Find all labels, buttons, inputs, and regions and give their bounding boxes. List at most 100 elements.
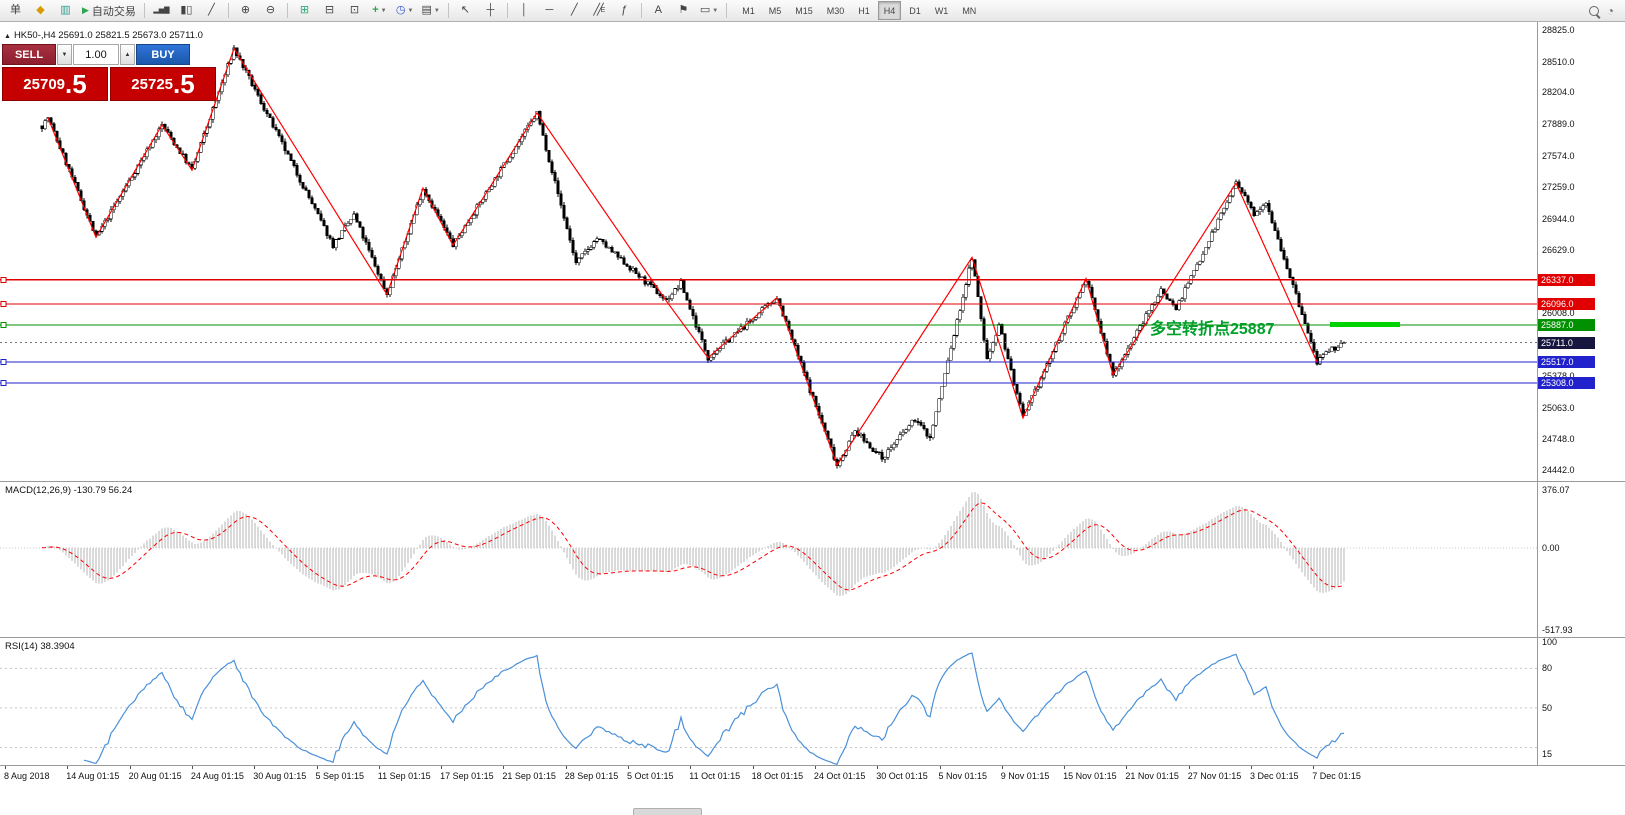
buy-price-frac: .5 xyxy=(173,69,195,99)
rsi-label: RSI(14) 38.3904 xyxy=(5,641,75,652)
axis-tick: 0.00 xyxy=(1542,542,1560,553)
zoom-out-button[interactable]: ⊖ xyxy=(259,1,282,21)
time-label: 18 Oct 01:15 xyxy=(751,771,804,781)
chart-bars-button[interactable]: ▂▅▇ xyxy=(150,1,173,21)
chart-candles-button[interactable]: ▮▯ xyxy=(175,1,198,21)
rsi-axis: 100 80 50 15 xyxy=(1537,638,1625,765)
volume-input[interactable]: 1.00 xyxy=(73,44,119,65)
time-axis: 8 Aug 2018 14 Aug 01:15 20 Aug 01:15 24 Aug… xyxy=(0,765,1625,785)
volume-increase-button[interactable]: ▲ xyxy=(120,44,135,65)
trendline-button[interactable]: ╱ xyxy=(563,1,586,21)
tile-windows-button[interactable]: ⊞ xyxy=(293,1,316,21)
channel-button[interactable]: ╱╱ E xyxy=(588,1,611,21)
time-tick xyxy=(814,766,816,769)
new-chart-button[interactable]: ◆ xyxy=(29,1,52,21)
axis-tick: 27574.0 xyxy=(1542,150,1575,161)
time-tick xyxy=(5,766,6,769)
chart-info-line: ▲ HK50-,H4 25691.0 25821.5 25673.0 25711.… xyxy=(4,30,203,41)
profiles-button[interactable]: ▥ xyxy=(54,1,77,21)
time-tick xyxy=(1064,766,1066,769)
buy-button[interactable]: BUY xyxy=(136,44,190,65)
time-label: 3 Dec 01:15 xyxy=(1250,771,1299,781)
time-tick xyxy=(378,766,380,769)
timeframe-m5[interactable]: M5 xyxy=(768,5,782,16)
time-tick xyxy=(628,766,629,769)
sell-price-box[interactable]: 25709.5 xyxy=(2,67,108,101)
time-label: 30 Aug 01:15 xyxy=(253,771,307,781)
timeframe-m30[interactable]: M30 xyxy=(826,5,845,16)
axis-tick: 25378.0 xyxy=(1542,371,1575,382)
time-label: 9 Nov 01:15 xyxy=(1000,771,1050,781)
timeframe-m1[interactable]: M1 xyxy=(742,5,755,16)
rsi-plot-svg[interactable] xyxy=(0,638,1537,765)
chart-line-button[interactable]: ╱ xyxy=(200,1,223,21)
templates-button[interactable]: ▤ ▼ xyxy=(418,1,442,21)
channel-icon: ╱╱ xyxy=(593,4,603,16)
axis-tick: 28825.0 xyxy=(1542,25,1575,35)
toolbar-separator xyxy=(143,3,145,18)
sell-button[interactable]: SELL xyxy=(2,44,56,65)
timeframe-mn[interactable]: MN xyxy=(962,5,977,16)
cascade-windows-button[interactable]: ⊡ xyxy=(343,1,366,21)
timeframe-d1[interactable]: D1 xyxy=(909,5,921,16)
price-plot-svg[interactable] xyxy=(0,22,1537,481)
autotrade-button[interactable]: ▶ 自动交易 xyxy=(79,1,139,21)
text-tool-button[interactable]: A xyxy=(647,1,670,21)
time-tick xyxy=(939,766,941,769)
add-indicator-button[interactable]: + ▼ xyxy=(368,1,391,21)
macd-panel[interactable]: 376.07 0.00 -517.93 MACD(12,26,9) -130.79 … xyxy=(0,481,1625,637)
arrange-windows-button[interactable]: ⊟ xyxy=(318,1,341,21)
price-line-badge: 26337.0 xyxy=(1538,273,1595,286)
time-label: 11 Sep 01:15 xyxy=(377,771,431,781)
time-tick xyxy=(67,766,69,769)
cursor-button[interactable]: ↖ xyxy=(454,1,477,21)
timeframe-m15[interactable]: M15 xyxy=(795,5,813,16)
trade-prices-row: 25709.5 25725.5 xyxy=(2,67,220,101)
buy-price-box[interactable]: 25725.5 xyxy=(110,67,216,101)
price-line-badge: 25887.0 xyxy=(1538,318,1595,331)
chart-annotation-text[interactable]: 多空转折点25887 xyxy=(1150,321,1275,338)
timeframe-h4[interactable]: H4 xyxy=(877,1,902,20)
horizontal-line-button[interactable]: ─ xyxy=(538,1,561,21)
timeframe-h1[interactable]: H1 xyxy=(858,5,870,16)
cursor-icon: ↖ xyxy=(460,4,470,16)
time-tick xyxy=(191,766,193,769)
search-icon[interactable] xyxy=(1588,5,1599,16)
price-chart-panel[interactable]: 28825.0 28510.0 28204.0 27889.0 27574.0 27259… xyxy=(0,22,1625,481)
bar-chart-icon: ▂▅▇ xyxy=(153,7,170,14)
rsi-panel[interactable]: 100 80 50 15 RSI(14) 38.3904 xyxy=(0,637,1625,765)
timeframe-w1[interactable]: W1 xyxy=(934,5,949,16)
time-label: 30 Oct 01:15 xyxy=(876,771,928,781)
axis-tick: 27259.0 xyxy=(1542,182,1575,193)
time-label: 21 Nov 01:15 xyxy=(1125,771,1179,781)
fibonacci-icon: ƒ xyxy=(621,4,628,16)
time-label: 8 Aug 2018 xyxy=(4,771,50,781)
fibonacci-button[interactable]: ƒ xyxy=(613,1,636,21)
toolbar-right-group: ◔ xyxy=(1588,3,1622,18)
zoom-out-icon: ⊖ xyxy=(265,4,276,16)
main-toolbar: 单 ◆ ▥ ▶ 自动交易 ▂▅▇ ▮▯ ╱ ⊕ ⊖ ⊞ ⊟ ⊡ + ▼ ◷ ▼ xyxy=(0,0,1625,22)
crosshair-button[interactable]: ┼ xyxy=(479,1,502,21)
macd-plot-svg[interactable] xyxy=(0,482,1537,637)
new-order-button[interactable]: 单 xyxy=(4,1,27,21)
label-tool-button[interactable]: ⚑ xyxy=(672,1,695,21)
trendline-icon: ╱ xyxy=(571,4,578,16)
clock-status-icon[interactable]: ◔ xyxy=(1606,3,1614,18)
axis-tick: 24748.0 xyxy=(1542,434,1575,445)
vertical-line-button[interactable]: │ xyxy=(513,1,536,21)
time-tick xyxy=(752,766,754,769)
time-label: 15 Nov 01:15 xyxy=(1063,771,1117,781)
price-axis: 28825.0 28510.0 28204.0 27889.0 27574.0 27259… xyxy=(1537,22,1625,481)
collapse-triangle-icon[interactable]: ▲ xyxy=(4,33,11,40)
diamond-icon: ◆ xyxy=(36,4,45,16)
volume-decrease-button[interactable]: ▼ xyxy=(57,44,72,65)
scrollbar-fragment[interactable] xyxy=(633,808,702,815)
time-tick xyxy=(254,766,256,769)
period-button[interactable]: ◷ ▼ xyxy=(393,1,417,21)
toolbar-separator xyxy=(286,3,288,18)
shapes-button[interactable]: ▭ ▼ xyxy=(697,1,721,21)
time-label: 11 Oct 01:15 xyxy=(689,771,741,781)
time-tick xyxy=(1001,766,1003,769)
zoom-in-button[interactable]: ⊕ xyxy=(234,1,257,21)
